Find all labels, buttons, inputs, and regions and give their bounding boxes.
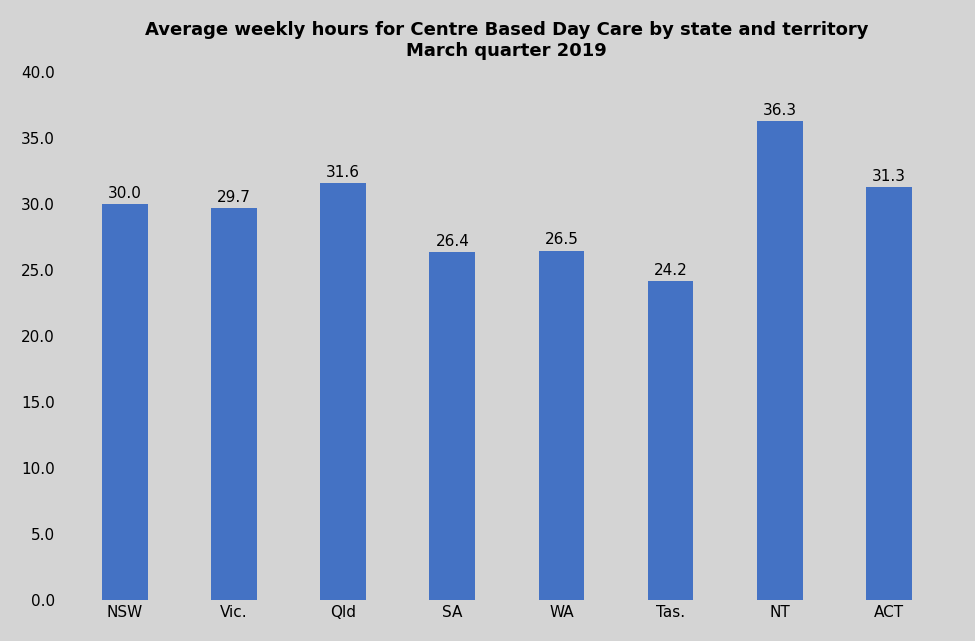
Text: 26.4: 26.4 <box>436 233 469 249</box>
Bar <box>757 121 802 601</box>
Text: 24.2: 24.2 <box>653 263 687 278</box>
Text: 29.7: 29.7 <box>217 190 252 205</box>
Bar <box>212 208 257 601</box>
Text: 26.5: 26.5 <box>544 232 578 247</box>
Text: 30.0: 30.0 <box>108 186 142 201</box>
Bar <box>647 281 693 601</box>
Bar <box>538 251 584 601</box>
Bar <box>429 252 475 601</box>
Text: 36.3: 36.3 <box>762 103 797 118</box>
Bar <box>102 204 148 601</box>
Text: 31.3: 31.3 <box>872 169 906 184</box>
Bar <box>321 183 367 601</box>
Text: 31.6: 31.6 <box>327 165 360 180</box>
Bar <box>866 187 912 601</box>
Title: Average weekly hours for Centre Based Day Care by state and territory
March quar: Average weekly hours for Centre Based Da… <box>145 21 869 60</box>
